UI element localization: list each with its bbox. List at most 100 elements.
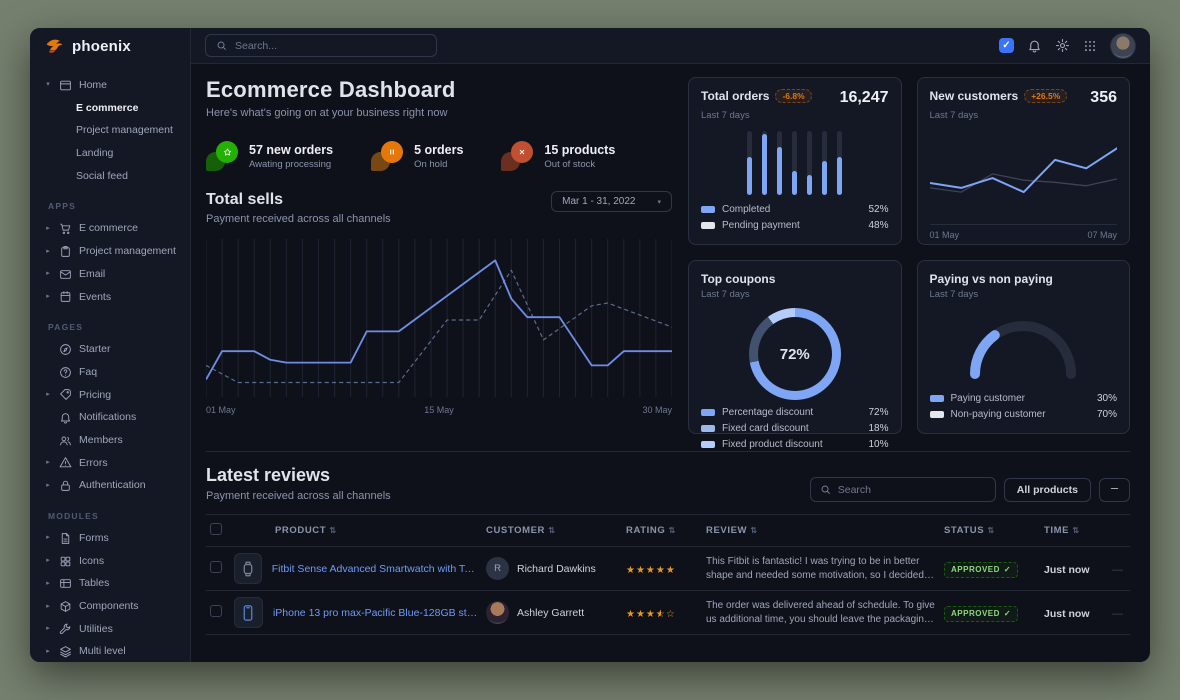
date-range-select[interactable]: Mar 1 - 31, 2022 ▾ — [551, 191, 672, 212]
gear-icon[interactable] — [1055, 38, 1070, 53]
sidebar: phoenix ▾ Home E commerce Project managemen… — [30, 28, 191, 662]
product-thumbnail-phone — [234, 597, 263, 628]
sort-icon[interactable]: ⇅ — [329, 526, 337, 535]
sort-icon[interactable]: ⇅ — [987, 526, 995, 535]
reviews-subtitle: Payment received across all channels — [206, 490, 391, 502]
sidebar-item-icons[interactable]: ▸ Icons — [30, 550, 190, 573]
total-sells-title: Total sells — [206, 191, 284, 208]
top-coupons-card: Top coupons Last 7 days 72% Percentage d… — [688, 260, 902, 450]
col-status[interactable]: STATUS — [944, 525, 985, 536]
user-avatar[interactable] — [1110, 32, 1136, 59]
reviews-table: PRODUCT ⇅ CUSTOMER ⇅ RATING ⇅ REVIEW ⇅ S… — [206, 514, 1130, 635]
star-stat-icon — [206, 141, 240, 171]
bell-icon[interactable] — [1027, 38, 1042, 53]
reviews-search[interactable] — [809, 477, 996, 502]
sidebar-item-forms[interactable]: ▸ Forms — [30, 527, 190, 550]
page-subtitle: Here's what's going on at your business … — [206, 107, 448, 119]
col-review[interactable]: REVIEW — [706, 525, 748, 536]
card-title: New customers — [929, 89, 1019, 103]
paying-legend: Paying customer 30% Non-paying customer … — [929, 390, 1117, 422]
review-row: iPhone 13 pro max-Pacific Blue-128GB sto… — [206, 590, 1130, 635]
legend-value: 70% — [1096, 408, 1117, 420]
caret-right-icon: ▸ — [46, 247, 50, 255]
left-column: Ecommerce Dashboard Here's what's going … — [205, 77, 673, 434]
caret-right-icon: ▸ — [46, 625, 50, 633]
sidebar-item-pricing[interactable]: ▸ Pricing — [30, 384, 190, 407]
sort-icon[interactable]: ⇅ — [750, 526, 758, 535]
row-more-icon[interactable]: — — [1112, 607, 1123, 620]
sidebar-item-e-commerce[interactable]: E commerce — [76, 101, 139, 114]
sort-icon[interactable]: ⇅ — [548, 526, 556, 535]
review-time: Just now — [1044, 563, 1090, 576]
review-time: Just now — [1044, 607, 1090, 620]
total-sells-subtitle: Payment received across all channels — [206, 213, 391, 225]
legend-row: Percentage discount 72% — [701, 404, 889, 420]
customer-name[interactable]: Richard Dawkins — [517, 562, 596, 575]
sidebar-item-starter[interactable]: Starter — [30, 338, 190, 361]
product-thumbnail-watch — [234, 553, 262, 584]
sidebar-item-components[interactable]: ▸ Components — [30, 595, 190, 618]
card-period: Last 7 days — [929, 110, 979, 121]
orders-legend: Completed 52% Pending payment 48% — [701, 201, 889, 233]
sidebar-item-tables[interactable]: ▸ Tables — [30, 572, 190, 595]
sidebar-item-members[interactable]: Members — [30, 429, 190, 452]
sidebar-item-project-management[interactable]: ▸ Project management — [30, 240, 190, 263]
sidebar-item-authentication[interactable]: ▸ Authentication — [30, 474, 190, 497]
product-link[interactable]: Fitbit Sense Advanced Smartwatch with To… — [271, 562, 478, 575]
layers-icon — [59, 645, 72, 658]
legend-swatch — [701, 424, 715, 432]
reviews-search-input[interactable] — [837, 483, 986, 496]
sidebar-item-errors[interactable]: ▸ Errors — [30, 452, 190, 475]
legend-label: Completed — [722, 203, 771, 215]
sort-icon[interactable]: ⇅ — [1072, 526, 1080, 535]
legend-swatch — [929, 394, 944, 402]
total-sells-x-axis: 01 May 15 May 30 May — [206, 405, 672, 415]
legend-value: 10% — [868, 438, 889, 450]
legend-value: 72% — [868, 406, 889, 418]
sidebar-item-e-commerce[interactable]: ▸ E commerce — [30, 217, 190, 240]
search-input[interactable] — [235, 39, 426, 52]
search-icon — [820, 484, 831, 495]
delta-badge: +26.5% — [1024, 89, 1068, 103]
caret-right-icon: ▸ — [46, 534, 50, 542]
card-value: 356 — [1090, 89, 1117, 106]
phoenix-logo-icon — [44, 36, 65, 57]
app-window: phoenix ▾ Home E commerce Project managemen… — [30, 28, 1150, 662]
caret-right-icon: ▸ — [46, 224, 50, 232]
sort-icon[interactable]: ⇅ — [668, 526, 676, 535]
row-more-icon[interactable]: — — [1112, 563, 1123, 576]
logo[interactable]: phoenix — [30, 28, 190, 64]
x-tick: 01 May — [929, 230, 960, 240]
more-options-button[interactable] — [1099, 477, 1130, 502]
col-rating[interactable]: RATING — [626, 525, 666, 536]
sidebar-item-faq[interactable]: Faq — [30, 361, 190, 384]
sidebar-item-multi-level[interactable]: ▸ Multi level — [30, 640, 190, 662]
paying-card: Paying vs non paying Last 7 days Paying … — [916, 260, 1130, 434]
col-time[interactable]: TIME — [1044, 525, 1070, 536]
apps-grid-icon[interactable] — [1083, 39, 1097, 53]
legend-swatch — [701, 221, 715, 229]
customer-name[interactable]: Ashley Garrett — [517, 606, 585, 619]
theme-toggle-icon[interactable]: ✓ — [999, 38, 1014, 53]
sidebar-item-utilities[interactable]: ▸ Utilities — [30, 618, 190, 641]
stat-title: 57 new orders — [249, 142, 334, 157]
sidebar-item-project-management[interactable]: Project management — [76, 124, 173, 137]
sidebar-item-home[interactable]: ▾ Home — [30, 74, 190, 97]
row-checkbox[interactable] — [210, 604, 222, 617]
row-checkbox[interactable] — [210, 560, 222, 573]
sidebar-item-email[interactable]: ▸ Email — [30, 263, 190, 286]
sidebar-item-notifications[interactable]: Notifications — [30, 406, 190, 429]
question-icon — [59, 366, 72, 379]
stat-57-new-orders: 57 new orders Awating processing — [206, 141, 333, 171]
sidebar-item-landing[interactable]: Landing — [76, 147, 114, 160]
global-search[interactable] — [205, 34, 437, 57]
sidebar-item-social-feed[interactable]: Social feed — [76, 169, 128, 182]
col-customer[interactable]: CUSTOMER — [486, 525, 545, 536]
product-link[interactable]: iPhone 13 pro max-Pacific Blue-128GB sto… — [272, 606, 478, 619]
col-product[interactable]: PRODUCT — [275, 525, 327, 536]
select-all-checkbox[interactable] — [210, 523, 222, 535]
total-orders-card: Total orders -6.8% 16,247 Last 7 days Co… — [688, 77, 902, 245]
caret-right-icon: ▸ — [46, 292, 50, 300]
all-products-button[interactable]: All products — [1003, 477, 1091, 502]
sidebar-item-events[interactable]: ▸ Events — [30, 286, 190, 309]
